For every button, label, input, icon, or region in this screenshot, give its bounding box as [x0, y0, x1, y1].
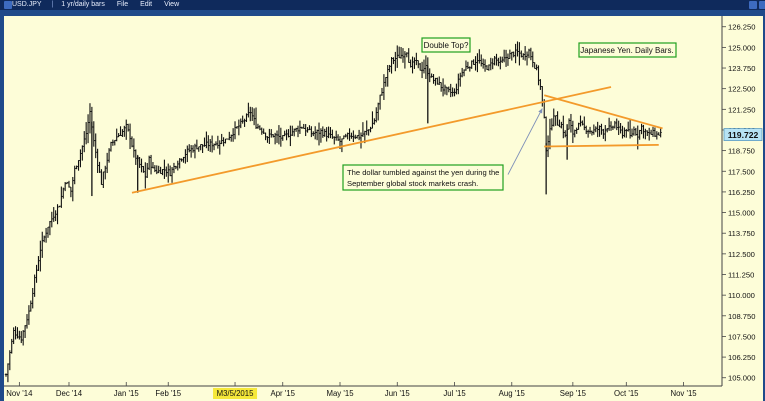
price-chart: 126.250125.000123.750122.500121.250120.0…: [2, 12, 763, 401]
title-box: [578, 42, 677, 58]
y-tick-label: 123.750: [728, 64, 755, 73]
y-tick-label: 105.000: [728, 374, 755, 383]
double-top-box: [421, 37, 471, 53]
crash-note-line2: September global stock markets crash.: [347, 179, 478, 188]
menu-view[interactable]: View: [164, 1, 180, 8]
period-selector[interactable]: 1 yr/daily bars: [61, 1, 105, 8]
plot-area: [4, 16, 722, 386]
x-axis-ticks: Nov '14 Dec '14 Jan '15 Feb '15 M3/5/2015 Apr…: [6, 382, 697, 399]
annotation-arrow: [507, 108, 543, 175]
x-tick-label: Nov '15: [670, 389, 697, 398]
crash-note-line1: The dollar tumbled against the yen durin…: [347, 168, 499, 177]
x-tick-highlight: [213, 388, 258, 399]
menu-file[interactable]: File: [116, 1, 129, 8]
y-tick-label: 122.500: [728, 85, 755, 94]
x-tick-label: Nov '14: [6, 389, 33, 398]
trendline: [131, 86, 612, 194]
y-tick-label: 112.500: [728, 250, 755, 259]
y-tick-label: 110.000: [728, 291, 755, 300]
trendline: [544, 143, 659, 148]
chart-toolbar: USD.JPY | 1 yr/daily bars File Edit View: [0, 0, 765, 10]
x-tick-label: Jan '15: [114, 389, 140, 398]
x-tick-label: Feb '15: [155, 389, 181, 398]
symbol-selector[interactable]: USD.JPY: [12, 1, 42, 8]
x-tick-label: Jun '15: [385, 389, 411, 398]
separator: |: [51, 1, 54, 8]
double-top-label: Double Top?: [424, 41, 469, 50]
double-top-annotation: Double Top?: [421, 37, 471, 53]
close-icon[interactable]: [759, 1, 765, 9]
arrow-head: [538, 108, 543, 114]
y-tick-label: 106.250: [728, 353, 755, 362]
last-price-badge: 119.722: [723, 128, 763, 141]
y-tick-label: 121.250: [728, 105, 755, 114]
ohlc-bar: [659, 127, 662, 138]
wick-spikes: [91, 66, 568, 197]
trendlines: [131, 86, 663, 194]
menu-icon[interactable]: [4, 1, 12, 9]
window-icon[interactable]: [749, 1, 757, 9]
y-tick-label: 126.250: [728, 23, 755, 32]
last-price-box: [723, 128, 763, 141]
y-axis-panel: [722, 16, 763, 386]
x-tick-label: M3/5/2015: [217, 389, 255, 398]
y-tick-label: 111.250: [728, 271, 754, 280]
x-tick-label: Aug '15: [499, 389, 526, 398]
y-tick-label: 117.500: [728, 167, 755, 176]
axis-corner: [722, 386, 763, 401]
title-annotation: Japanese Yen. Daily Bars.: [578, 42, 677, 58]
x-tick-label: Apr '15: [271, 389, 296, 398]
title-label: Japanese Yen. Daily Bars.: [580, 46, 673, 55]
y-tick-label: 118.750: [728, 147, 755, 156]
x-tick-label: Sep '15: [560, 389, 587, 398]
crash-note-box: [342, 164, 504, 191]
x-tick-label: May '15: [326, 389, 354, 398]
crash-annotation: The dollar tumbled against the yen durin…: [342, 164, 504, 191]
last-price-label: 119.722: [728, 130, 759, 140]
x-tick-label: Jul '15: [443, 389, 466, 398]
y-tick-label: 115.000: [728, 209, 755, 218]
x-tick-label: Dec '14: [56, 389, 83, 398]
y-tick-label: 108.750: [728, 312, 755, 321]
menu-edit[interactable]: Edit: [140, 1, 153, 8]
y-tick-label: 125.000: [728, 43, 755, 52]
y-tick-label: 116.250: [728, 188, 755, 197]
y-axis-ticks: 126.250125.000123.750122.500121.250120.0…: [722, 23, 755, 383]
x-tick-label: Oct '15: [614, 389, 639, 398]
trendline: [543, 94, 663, 130]
y-tick-label: 113.750: [728, 229, 755, 238]
y-tick-label: 107.500: [728, 332, 755, 341]
ohlc-bars: [4, 41, 662, 383]
x-axis-panel: [4, 386, 722, 401]
arrow-shaft: [507, 108, 543, 175]
